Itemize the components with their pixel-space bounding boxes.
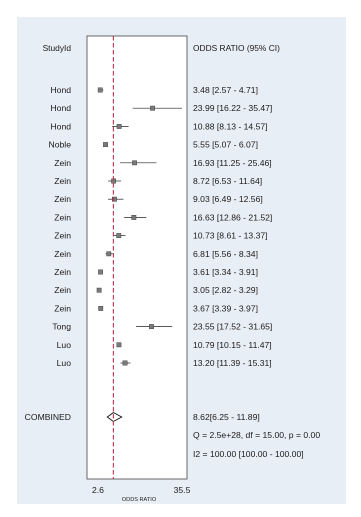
study-name: Zein xyxy=(54,158,71,168)
x-tick-max: 35.5 xyxy=(174,485,191,495)
ci-label: 3.48 [2.57 - 4.71] xyxy=(193,85,258,95)
stat-q: Q = 2.5e+28, df = 15.00, p = 0.00 xyxy=(193,430,320,440)
study-row: Luo 10.79 [10.15 - 11.47] xyxy=(57,340,272,350)
ci-label: 8.72 [6.53 - 11.64] xyxy=(193,176,262,186)
study-name: Zein xyxy=(54,212,71,222)
ci-label: 3.61 [3.34 - 3.91] xyxy=(193,267,258,277)
ci-label: 10.73 [8.61 - 13.37] xyxy=(193,231,268,241)
ci-label: 5.55 [5.07 - 6.07] xyxy=(193,140,258,150)
study-row: Luo 13.20 [11.39 - 15.31] xyxy=(57,358,272,368)
forest-plot: StudyId ODDS RATIO (95% CI) Hond 3.48 [2.… xyxy=(25,35,320,503)
study-row: Zein 3.61 [3.34 - 3.91] xyxy=(54,267,258,277)
ci-label: 3.05 [2.82 - 3.29] xyxy=(193,285,258,295)
study-name: Luo xyxy=(57,358,72,368)
study-name: Zein xyxy=(54,194,71,204)
study-name: Hond xyxy=(50,121,71,131)
study-name: Zein xyxy=(54,267,71,277)
point-estimate-marker xyxy=(116,123,122,129)
point-estimate-marker xyxy=(149,324,154,329)
study-name: Zein xyxy=(54,231,71,241)
study-name: Zein xyxy=(54,303,71,313)
study-row: Tong 23.55 [17.52 - 31.65] xyxy=(52,322,272,332)
ci-label: 9.03 [6.49 - 12.56] xyxy=(193,194,263,204)
study-name: Noble xyxy=(49,140,72,150)
study-header: StudyId xyxy=(43,43,72,53)
point-estimate-marker xyxy=(103,142,108,148)
study-name: Zein xyxy=(54,176,71,186)
combined-row: COMBINED 8.62[6.25 - 11.89] xyxy=(25,411,260,423)
study-row: Zein 10.73 [8.61 - 13.37] xyxy=(54,231,267,241)
ci-header: ODDS RATIO (95% CI) xyxy=(193,43,280,53)
study-row: Zein 3.05 [2.82 - 3.29] xyxy=(54,285,258,295)
ci-label: 6.81 [5.56 - 8.34] xyxy=(193,249,258,259)
combined-diamond xyxy=(106,411,123,423)
point-estimate-marker xyxy=(98,306,104,311)
x-axis-label: ODDS RATIO xyxy=(122,497,157,503)
point-estimate-marker xyxy=(122,360,128,366)
study-name: Luo xyxy=(57,340,72,350)
ci-label: 10.88 [8.13 - 14.57] xyxy=(193,121,268,131)
ci-label: 16.63 [12.86 - 21.52] xyxy=(193,212,272,222)
plot-area xyxy=(86,35,188,480)
study-row: Zein 9.03 [6.49 - 12.56] xyxy=(54,194,262,204)
point-estimate-marker xyxy=(106,251,112,257)
chart-panel: StudyId ODDS RATIO (95% CI) Hond 3.48 [2.… xyxy=(17,17,346,504)
study-row: Zein 16.63 [12.86 - 21.52] xyxy=(54,212,272,222)
ci-label: 16.93 [11.25 - 25.46] xyxy=(193,158,272,168)
point-estimate-marker xyxy=(131,214,137,220)
stat-i2: I2 = 100.00 [100.00 - 100.00] xyxy=(193,449,304,459)
ci-label: 13.20 [11.39 - 15.31] xyxy=(193,358,272,368)
point-estimate-marker xyxy=(116,342,122,348)
combined-name: COMBINED xyxy=(25,412,71,422)
study-row: Noble 5.55 [5.07 - 6.07] xyxy=(49,140,258,150)
combined-ci-label: 8.62[6.25 - 11.89] xyxy=(193,412,260,422)
study-row: Hond 3.48 [2.57 - 4.71] xyxy=(50,85,258,95)
point-estimate-marker xyxy=(97,87,103,93)
ci-label: 10.79 [10.15 - 11.47] xyxy=(193,340,272,350)
study-row: Zein 6.81 [5.56 - 8.34] xyxy=(54,249,258,259)
study-name: Zein xyxy=(54,249,71,259)
study-name: Hond xyxy=(50,85,71,95)
study-name: Zein xyxy=(54,285,71,295)
ci-label: 3.67 [3.39 - 3.97] xyxy=(193,303,258,313)
point-estimate-marker xyxy=(150,105,156,111)
ci-label: 23.99 [16.22 - 35.47] xyxy=(193,103,272,113)
study-row: Zein 16.93 [11.25 - 25.46] xyxy=(54,158,271,168)
point-estimate-marker xyxy=(132,160,137,166)
point-estimate-marker xyxy=(96,287,102,293)
study-row: Hond 10.88 [8.13 - 14.57] xyxy=(50,121,267,131)
study-row: Hond 23.99 [16.22 - 35.47] xyxy=(50,103,272,113)
point-estimate-marker xyxy=(112,196,117,202)
ci-label: 23.55 [17.52 - 31.65] xyxy=(193,322,272,332)
study-name: Hond xyxy=(50,103,71,113)
study-row: Zein 3.67 [3.39 - 3.97] xyxy=(54,303,258,313)
point-estimate-marker xyxy=(98,269,103,275)
x-tick-min: 2.6 xyxy=(92,485,104,495)
point-estimate-marker xyxy=(116,233,122,238)
study-name: Tong xyxy=(52,322,71,332)
